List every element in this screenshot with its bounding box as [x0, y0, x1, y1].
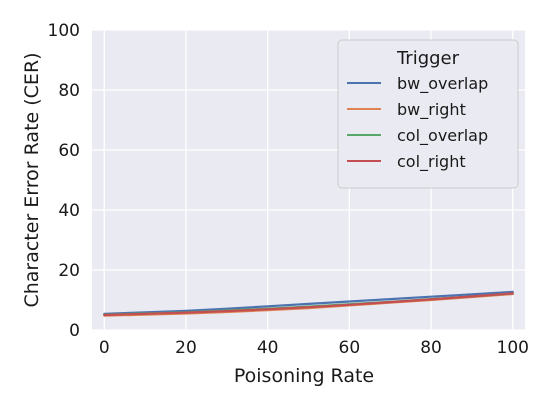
legend-label-bw-overlap: bw_overlap: [397, 74, 488, 94]
legend-items: bw_overlap bw_right col_overlap col_right: [347, 74, 488, 172]
y-tick-label: 20: [58, 261, 80, 281]
series-line-col-right: [103, 292, 514, 317]
y-tick-label: 60: [58, 141, 80, 161]
legend-box: [337, 39, 519, 189]
x-tick-label: 0: [99, 338, 110, 358]
legend-title: Trigger: [396, 48, 460, 69]
y-axis-ticks: 0 20 40 60 80 100: [48, 21, 80, 341]
y-tick-label: 80: [58, 81, 80, 101]
series-lines: [103, 290, 514, 317]
y-tick-label: 40: [58, 201, 80, 221]
y-tick-label: 0: [69, 321, 80, 341]
x-tick-label: 60: [339, 338, 361, 358]
x-tick-label: 20: [175, 338, 197, 358]
y-axis-title: Character Error Rate (CER): [21, 52, 43, 307]
x-axis-ticks: 0 20 40 60 80 100: [99, 338, 529, 358]
legend-label-col-overlap: col_overlap: [397, 126, 488, 146]
legend: Trigger bw_overlap bw_right col_overlapcol…: [337, 39, 519, 189]
y-tick-label: 100: [48, 21, 80, 41]
series-line-bw-overlap: [103, 290, 514, 315]
legend-label-col-right: col_right: [397, 152, 466, 172]
x-tick-label: 100: [497, 338, 529, 358]
x-axis-title: Poisoning Rate: [234, 365, 374, 387]
x-tick-label: 40: [257, 338, 279, 358]
x-tick-label: 80: [420, 338, 442, 358]
legend-label-bw-right: bw_right: [397, 100, 466, 120]
